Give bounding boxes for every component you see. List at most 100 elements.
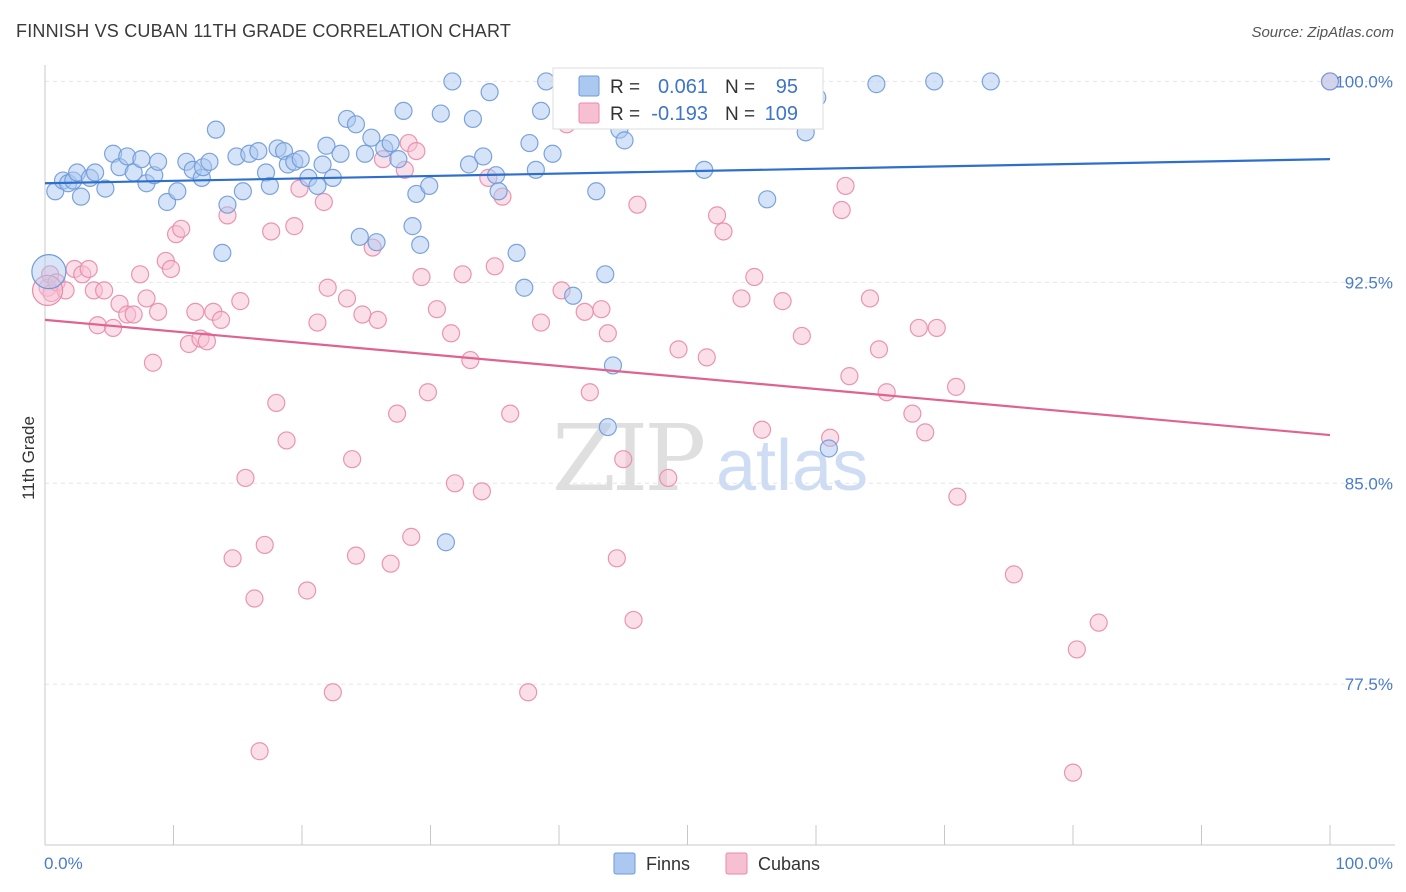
cubans-point-61 — [427, 300, 447, 319]
finns-point-41 — [317, 136, 336, 155]
series-legend: Finns Cubans — [613, 852, 820, 875]
cubans-point-77 — [592, 300, 611, 319]
cubans-point-81 — [624, 610, 643, 630]
cubans-point-62 — [441, 324, 461, 343]
cubans-point-86 — [707, 206, 727, 225]
finns-point-32 — [260, 176, 279, 196]
finns-point-70 — [526, 160, 545, 179]
finns-point-69 — [520, 133, 539, 153]
cubans-point-75 — [575, 302, 594, 321]
y-tick-label-3: 100.0% — [1335, 72, 1393, 91]
cubans-point-96 — [840, 367, 859, 386]
finns-point-8 — [96, 179, 115, 198]
cubans-point-42 — [308, 313, 327, 332]
cubans-point-109 — [1089, 613, 1108, 632]
cubans-point-94 — [832, 200, 851, 220]
cubans-point-16 — [137, 289, 156, 308]
finns-point-67 — [507, 243, 526, 263]
cubans-swatch — [578, 102, 600, 124]
axes — [44, 65, 1395, 846]
finns-point-59 — [443, 72, 462, 91]
finns-point-60 — [436, 533, 456, 552]
cubans-point-104 — [946, 377, 966, 396]
cubans-point-91 — [773, 292, 792, 311]
y-tick-label-0: 77.5% — [1345, 675, 1393, 694]
cubans-point-26 — [197, 332, 217, 351]
cubans-point-43 — [314, 192, 333, 212]
finns-point-28 — [233, 182, 252, 201]
cubans-trendline — [44, 318, 1331, 437]
cubans-point-103 — [927, 318, 946, 338]
cubans-point-87 — [714, 222, 733, 241]
stats-legend: R = 0.061 N = 95 R = -0.193 N = 109 — [552, 67, 824, 130]
finns-point-82 — [615, 131, 634, 150]
finns-point-53 — [394, 101, 413, 121]
cubans-point-53 — [381, 554, 400, 573]
cubans-point-83 — [659, 468, 678, 488]
cubans-point-20 — [161, 259, 181, 279]
finns-n-value: 95 — [776, 76, 798, 98]
finns-point-77 — [587, 182, 606, 201]
cubans-point-99 — [877, 383, 896, 402]
finns-point-30 — [249, 141, 268, 161]
finns-point-93 — [867, 75, 886, 94]
finns-point-68 — [515, 278, 534, 297]
finns-point-7 — [86, 163, 105, 182]
cubans-r-value: -0.193 — [651, 103, 708, 125]
cubans-point-54 — [387, 404, 407, 423]
cubans-point-70 — [501, 404, 520, 423]
cubans-point-95 — [836, 176, 855, 196]
finns-point-57 — [420, 176, 439, 196]
finns-point-94 — [925, 72, 944, 91]
cubans-point-85 — [697, 348, 716, 367]
finns-point-64 — [480, 83, 499, 102]
legend-finns-swatch — [613, 852, 636, 875]
finns-point-52 — [389, 150, 408, 169]
cubans-point-33 — [245, 589, 264, 608]
x-tick-label-1: 100.0% — [1335, 854, 1393, 873]
cubans-point-46 — [337, 289, 357, 308]
finns-point-39 — [308, 176, 327, 196]
cubans-point-66 — [472, 482, 491, 501]
finns-point-72 — [537, 72, 556, 91]
watermark: ZIP atlas — [552, 405, 868, 512]
cubans-point-49 — [353, 305, 372, 324]
cubans-point-31 — [231, 292, 250, 311]
cubans-point-51 — [368, 310, 387, 329]
legend-cubans-swatch — [725, 852, 748, 875]
cubans-point-65 — [461, 350, 480, 370]
finns-point-40 — [313, 155, 332, 174]
cubans-point-28 — [211, 310, 231, 329]
cubans-point-68 — [485, 257, 504, 276]
cubans-point-large — [31, 274, 64, 307]
finns-r-label: R = — [610, 77, 640, 98]
cubans-points — [31, 72, 1340, 782]
finns-point-18 — [168, 182, 187, 201]
cubans-point-36 — [262, 222, 281, 241]
cubans-point-84 — [669, 340, 688, 359]
finns-point-23 — [200, 152, 219, 171]
finns-point-79 — [598, 417, 617, 437]
cubans-point-58 — [407, 141, 426, 161]
finns-point-71 — [531, 101, 551, 121]
cubans-point-11 — [104, 318, 123, 338]
y-axis-label: 11th Grade — [19, 416, 38, 500]
finns-point-5 — [71, 187, 91, 206]
cubans-point-24 — [186, 302, 205, 321]
cubans-point-89 — [745, 267, 764, 287]
watermark-atlas: atlas — [716, 426, 868, 506]
cubans-point-102 — [916, 423, 935, 442]
cubans-point-98 — [869, 340, 889, 359]
finns-point-37 — [291, 150, 310, 169]
cubans-point-15 — [130, 265, 150, 284]
finns-n-label: N = — [725, 77, 755, 98]
cubans-point-38 — [277, 431, 296, 450]
cubans-point-39 — [285, 217, 304, 236]
cubans-point-105 — [948, 487, 967, 506]
cubans-n-value: 109 — [765, 103, 798, 125]
finns-point-26 — [218, 195, 237, 214]
cubans-point-60 — [418, 383, 438, 402]
y-tick-label-1: 85.0% — [1345, 474, 1393, 493]
cubans-point-71 — [519, 683, 538, 702]
